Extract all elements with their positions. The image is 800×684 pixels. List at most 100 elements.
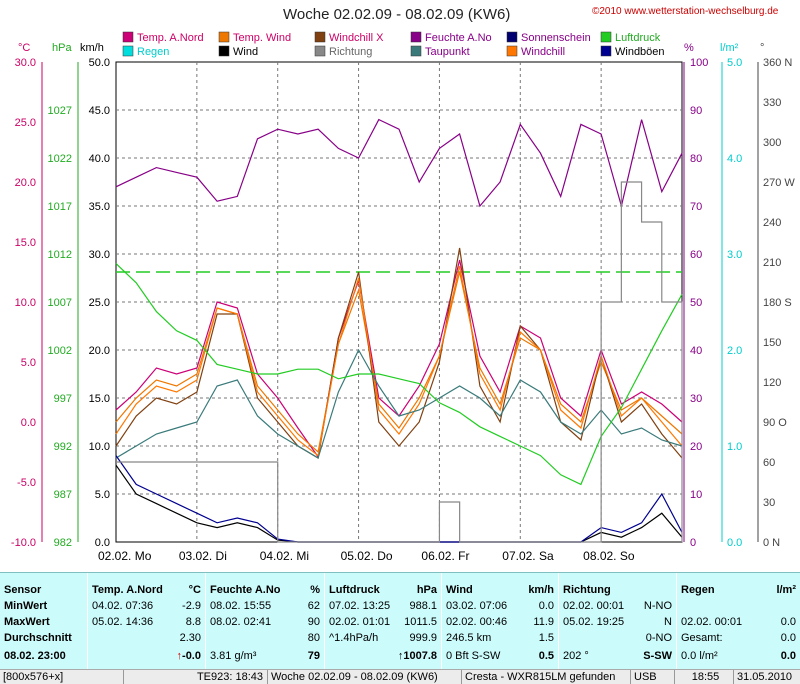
- druck-trend: ^1.4hPa/h: [329, 632, 379, 644]
- status-te923: TE923: 18:43: [124, 670, 268, 684]
- y-tick-temp: -10.0: [11, 537, 36, 549]
- richtung-max-val: N: [664, 616, 672, 628]
- y-tick-temp: 15.0: [15, 237, 36, 249]
- y-tick-rain: 1.0: [727, 441, 742, 453]
- legend-label: Wind: [233, 46, 258, 58]
- legend-swatch: [122, 31, 134, 43]
- legend-label: Richtung: [329, 46, 372, 58]
- series-line-windchill-x: [115, 247, 683, 459]
- y-tick-humidity: 70: [690, 201, 702, 213]
- legend-label: Windchill X: [329, 32, 384, 44]
- richtung-max-time: 05.02. 19:25: [563, 616, 625, 628]
- chart-legend: Temp. A.Nord Temp. Wind Windchill X Feuchte…: [122, 31, 665, 58]
- druck-avg: 999.9: [409, 632, 437, 644]
- y-tick-temp: 0.0: [21, 417, 36, 429]
- temp-unit: °C: [188, 584, 201, 596]
- temp-min-time: 04.02. 07:36: [92, 600, 154, 612]
- y-tick-humidity: 80: [690, 153, 702, 165]
- y-tick-direction: 270 W: [763, 177, 795, 189]
- wind-bft: 0 Bft S-SW: [446, 650, 501, 662]
- y-tick-wind: 15.0: [89, 393, 110, 405]
- legend-swatch: [218, 45, 230, 57]
- richtung-current: S-SW: [643, 650, 672, 662]
- y-tick-rain: 4.0: [727, 153, 742, 165]
- y-tick-direction: 120: [763, 377, 781, 389]
- legend-swatch: [600, 31, 612, 43]
- series-line-luftdruck: [115, 263, 683, 486]
- y-tick-humidity: 50: [690, 297, 702, 309]
- y-tick-wind: 25.0: [89, 297, 110, 309]
- axis-unit-label: °C: [18, 42, 30, 54]
- status-usb: USB: [631, 670, 675, 684]
- stats-col-regen: Regen l/m² 02.02. 00:01 0.0 Gesamt: 0.0 0.0…: [677, 573, 800, 670]
- stats-col-sensor: Sensor MinWert MaxWert Durchschnitt 08.0…: [0, 573, 88, 670]
- regen-unit: l/m²: [776, 584, 796, 596]
- legend-label: Temp. Wind: [233, 32, 291, 44]
- copyright-text: ©2010 www.wetterstation-wechselburg.de: [592, 6, 779, 17]
- x-tick-label: 08.02. So: [583, 549, 635, 563]
- regen-header: Regen: [681, 584, 715, 596]
- wind-min-val: 0.0: [538, 600, 554, 612]
- axis-unit-label: °: [760, 42, 764, 54]
- y-tick-direction: 150: [763, 337, 781, 349]
- y-tick-wind: 5.0: [95, 489, 110, 501]
- x-tick-label: 03.02. Di: [179, 549, 227, 563]
- druck-min-time: 07.02. 13:25: [329, 600, 391, 612]
- druck-current: 1007.8: [403, 650, 437, 662]
- axis-unit-label: km/h: [80, 42, 104, 54]
- y-tick-temp: 30.0: [15, 57, 36, 69]
- y-tick-direction: 0 N: [763, 537, 780, 549]
- legend-label: Regen: [137, 46, 169, 58]
- temp-avg: 2.30: [179, 632, 201, 644]
- weather-chart: 02.02. Mo 03.02. Di 04.02. Mi 05.02. Do 06.0…: [11, 31, 795, 563]
- feuchte-unit: %: [310, 584, 320, 596]
- legend-label: Temp. A.Nord: [137, 32, 204, 44]
- stats-label-max: MaxWert: [4, 616, 50, 628]
- temp-header: Temp. A.Nord: [92, 584, 163, 596]
- temp-trend-icon: ↑: [176, 650, 183, 662]
- regen-total: 0.0: [780, 632, 796, 644]
- feuchte-current: 79: [307, 650, 320, 662]
- regen-val: 0.0: [780, 616, 796, 628]
- druck-max-time: 02.02. 01:01: [329, 616, 391, 628]
- feuchte-max-time: 08.02. 02:41: [210, 616, 272, 628]
- legend-swatch: [600, 45, 612, 57]
- druck-unit: hPa: [416, 584, 437, 596]
- legend-label: Windchill: [521, 46, 565, 58]
- y-tick-rain: 2.0: [727, 345, 742, 357]
- y-tick-rain: 0.0: [727, 537, 742, 549]
- y-tick-humidity: 0: [690, 537, 696, 549]
- y-tick-direction: 330: [763, 97, 781, 109]
- regen-total-label: Gesamt:: [681, 632, 723, 644]
- status-bar: [800x576+x] TE923: 18:43 Woche 02.02.09 …: [0, 669, 800, 684]
- legend-swatch: [314, 45, 326, 57]
- y-tick-direction: 240: [763, 217, 781, 229]
- legend-swatch: [410, 31, 422, 43]
- wind-min-time: 03.02. 07:06: [446, 600, 508, 612]
- regen-rate: 0.0 l/m²: [681, 650, 718, 662]
- y-tick-direction: 360 N: [763, 57, 792, 69]
- druck-trend-icon: ↑: [397, 650, 404, 662]
- y-tick-pressure: 982: [54, 537, 72, 549]
- wind-header: Wind: [446, 584, 473, 596]
- y-tick-temp: -5.0: [17, 477, 36, 489]
- status-size: [800x576+x]: [0, 670, 124, 684]
- y-tick-pressure: 1022: [48, 153, 72, 165]
- stats-col-feuchte: Feuchte A.No% 08.02. 15:55 62 08.02. 02:4…: [206, 573, 325, 670]
- y-tick-humidity: 10: [690, 489, 702, 501]
- y-tick-wind: 20.0: [89, 345, 110, 357]
- series-line-richtung: [116, 181, 683, 543]
- stats-col-druck: Luftdruck hPa 07.02. 13:25 988.1 02.02. 01…: [325, 573, 442, 670]
- y-tick-wind: 50.0: [89, 57, 110, 69]
- status-date: 31.05.2010: [737, 671, 793, 683]
- feuchte-max-val: 90: [307, 616, 320, 628]
- temp-max-val: 8.8: [185, 616, 201, 628]
- stats-label-min: MinWert: [4, 600, 48, 612]
- axis-unit-label: l/m²: [720, 42, 739, 54]
- stats-label-avg: Durchschnitt: [4, 632, 72, 644]
- series-line-windchill: [115, 265, 683, 457]
- temp-max-time: 05.02. 14:36: [92, 616, 154, 628]
- y-tick-wind: 40.0: [89, 153, 110, 165]
- y-tick-direction: 30: [763, 497, 775, 509]
- stats-sensor-header: Sensor: [4, 584, 42, 596]
